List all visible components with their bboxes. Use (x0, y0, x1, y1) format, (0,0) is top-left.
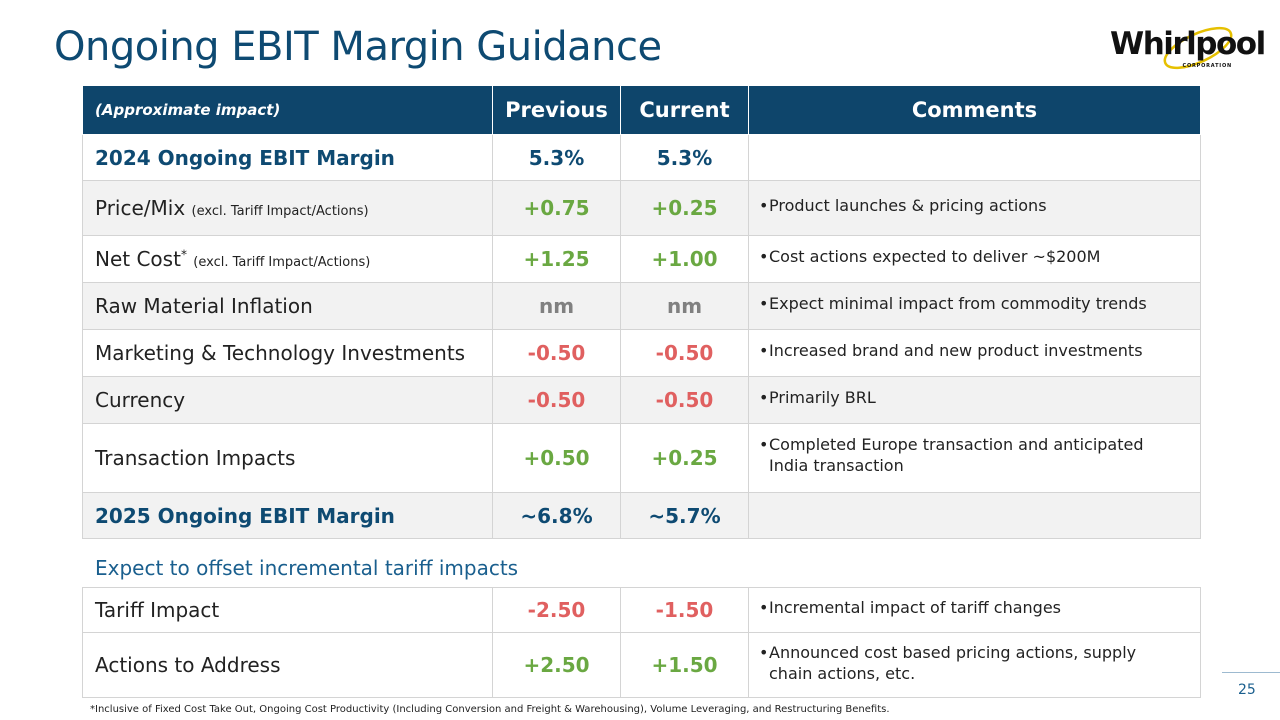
comment-cell: •Cost actions expected to deliver ~$200M (748, 235, 1201, 283)
previous-value: 5.3% (492, 134, 621, 181)
comment-cell: •Product launches & pricing actions (748, 180, 1201, 236)
page-number-rule (1222, 672, 1280, 673)
table-row: 2025 Ongoing EBIT Margin ~6.8% ~5.7% (82, 492, 1201, 539)
row-label: Actions to Address (82, 632, 493, 698)
comment-text: Announced cost based pricing actions, su… (769, 643, 1137, 683)
table-row: Marketing & Technology Investments -0.50… (82, 329, 1201, 377)
bullet: • (759, 196, 769, 215)
table-header-row: (Approximate impact) Previous Current Co… (82, 86, 1201, 135)
previous-value: nm (492, 282, 621, 330)
table-row: Tariff Impact -2.50 -1.50 •Incremental i… (82, 587, 1201, 633)
previous-value: ~6.8% (492, 492, 621, 539)
comment-text: Increased brand and new product investme… (769, 341, 1143, 360)
current-value: +1.00 (620, 235, 749, 283)
logo-wordmark: Whirlpool (1110, 26, 1266, 62)
row-label: Transaction Impacts (82, 423, 493, 493)
bullet: • (759, 435, 769, 454)
row-label: Net Cost* (excl. Tariff Impact/Actions) (82, 235, 493, 283)
previous-value: -0.50 (492, 376, 621, 424)
comment-text: Completed Europe transaction and anticip… (769, 435, 1144, 475)
current-value: nm (620, 282, 749, 330)
row-label: Marketing & Technology Investments (82, 329, 493, 377)
row-label: Currency (82, 376, 493, 424)
logo-subtitle: CORPORATION (1182, 63, 1232, 69)
footnote-marker: * (180, 247, 187, 262)
comment-text: Cost actions expected to deliver ~$200M (769, 247, 1101, 266)
previous-value: +0.50 (492, 423, 621, 493)
header-comments: Comments (748, 86, 1201, 135)
current-value: 5.3% (620, 134, 749, 181)
row-note: (excl. Tariff Impact/Actions) (193, 255, 371, 270)
current-value: -1.50 (620, 587, 749, 633)
footnote: *Inclusive of Fixed Cost Take Out, Ongoi… (90, 704, 890, 715)
comment-text: Product launches & pricing actions (769, 196, 1047, 215)
bullet: • (759, 247, 769, 266)
bullet: • (759, 598, 769, 617)
bullet: • (759, 294, 769, 313)
row-label: 2024 Ongoing EBIT Margin (82, 134, 493, 181)
row-label: 2025 Ongoing EBIT Margin (82, 492, 493, 539)
current-value: +0.25 (620, 423, 749, 493)
comment-cell (748, 134, 1201, 181)
previous-value: -2.50 (492, 587, 621, 633)
logo-swoosh-icon (1163, 26, 1233, 70)
page-number: 25 (1238, 682, 1256, 698)
comment-cell: •Incremental impact of tariff changes (748, 587, 1201, 633)
table-row: Transaction Impacts +0.50 +0.25 •Complet… (82, 423, 1201, 493)
row-label: Price/Mix (excl. Tariff Impact/Actions) (82, 180, 493, 236)
guidance-table: (Approximate impact) Previous Current Co… (82, 86, 1201, 539)
row-note: (excl. Tariff Impact/Actions) (191, 204, 369, 219)
current-value: -0.50 (620, 329, 749, 377)
whirlpool-logo: Whirlpool CORPORATION (1106, 26, 1266, 78)
current-value: ~5.7% (620, 492, 749, 539)
bullet: • (759, 643, 769, 662)
table-row: Net Cost* (excl. Tariff Impact/Actions) … (82, 235, 1201, 283)
comment-text: Primarily BRL (769, 388, 876, 407)
comment-cell: •Primarily BRL (748, 376, 1201, 424)
comment-cell: •Increased brand and new product investm… (748, 329, 1201, 377)
header-previous: Previous (492, 86, 621, 135)
tariff-subheading: Expect to offset incremental tariff impa… (95, 556, 519, 580)
row-label: Tariff Impact (82, 587, 493, 633)
page-title: Ongoing EBIT Margin Guidance (54, 24, 662, 70)
previous-value: -0.50 (492, 329, 621, 377)
bullet: • (759, 341, 769, 360)
tariff-table: Tariff Impact -2.50 -1.50 •Incremental i… (82, 587, 1201, 698)
table-row: 2024 Ongoing EBIT Margin 5.3% 5.3% (82, 134, 1201, 181)
header-current: Current (620, 86, 749, 135)
row-label: Raw Material Inflation (82, 282, 493, 330)
comment-text: Incremental impact of tariff changes (769, 598, 1061, 617)
table-row: Actions to Address +2.50 +1.50 •Announce… (82, 632, 1201, 698)
comment-text: Expect minimal impact from commodity tre… (769, 294, 1147, 313)
comment-cell: •Completed Europe transaction and antici… (748, 423, 1201, 493)
comment-cell: •Expect minimal impact from commodity tr… (748, 282, 1201, 330)
previous-value: +0.75 (492, 180, 621, 236)
row-label-text: Net Cost (95, 247, 181, 271)
table-row: Currency -0.50 -0.50 •Primarily BRL (82, 376, 1201, 424)
header-approximate-impact: (Approximate impact) (82, 86, 493, 135)
previous-value: +1.25 (492, 235, 621, 283)
current-value: +0.25 (620, 180, 749, 236)
table-row: Price/Mix (excl. Tariff Impact/Actions) … (82, 180, 1201, 236)
current-value: -0.50 (620, 376, 749, 424)
comment-cell (748, 492, 1201, 539)
current-value: +1.50 (620, 632, 749, 698)
table-row: Raw Material Inflation nm nm •Expect min… (82, 282, 1201, 330)
bullet: • (759, 388, 769, 407)
row-label-text: Price/Mix (95, 196, 186, 220)
previous-value: +2.50 (492, 632, 621, 698)
comment-cell: •Announced cost based pricing actions, s… (748, 632, 1201, 698)
